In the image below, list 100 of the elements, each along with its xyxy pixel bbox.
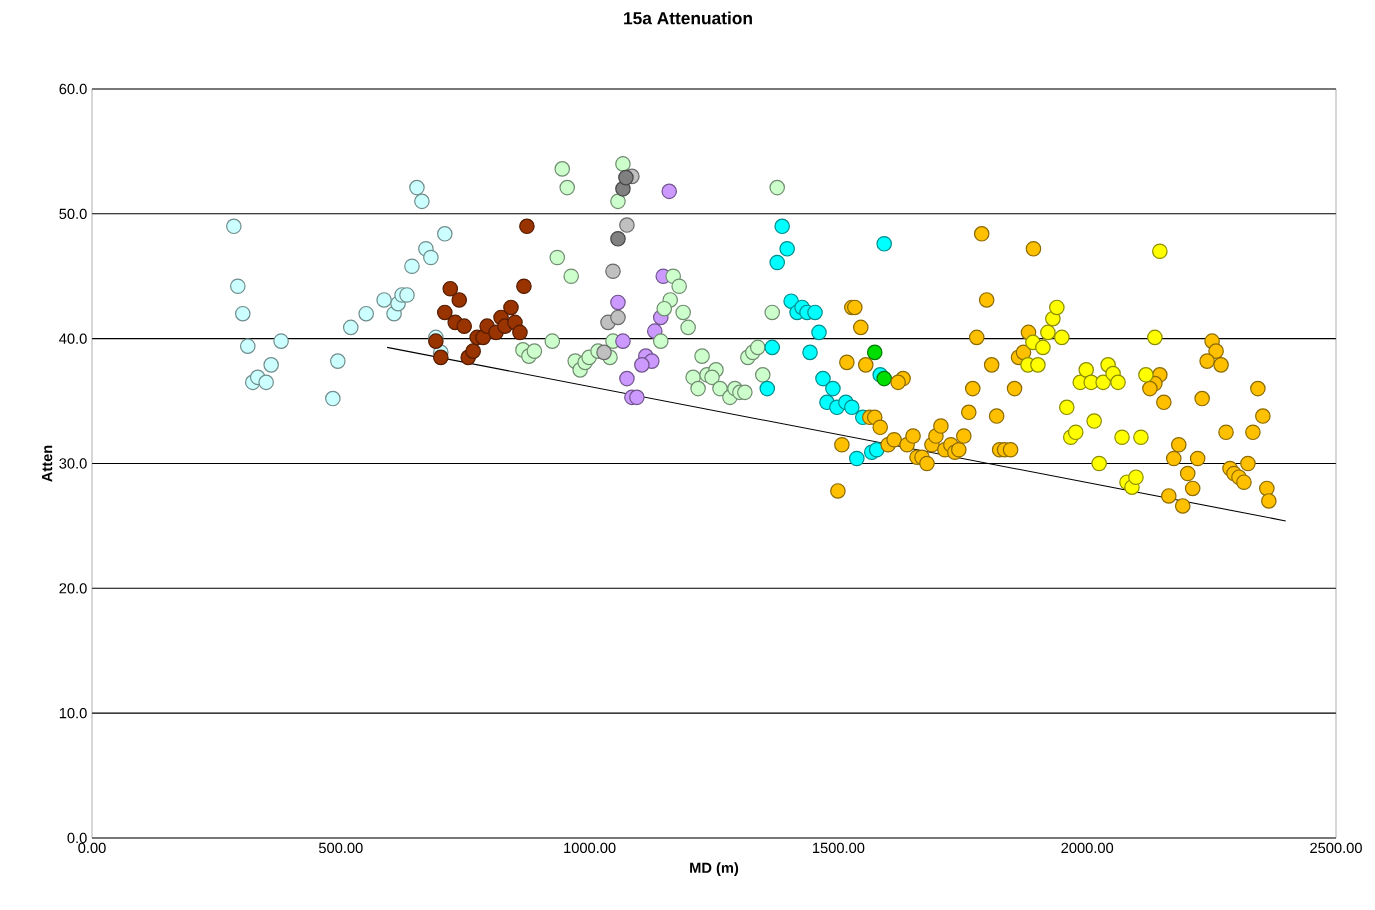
point (330, 353, 346, 369)
point (358, 305, 374, 322)
point (404, 258, 420, 275)
point (437, 304, 453, 321)
y-tick-label: 40.0 (59, 333, 87, 344)
point (1040, 324, 1056, 341)
y-tick-label: 20.0 (59, 583, 87, 594)
point (519, 218, 535, 235)
point (399, 287, 415, 303)
point (1147, 329, 1163, 346)
point (512, 324, 528, 341)
point (811, 324, 827, 341)
point (605, 263, 621, 280)
point (764, 339, 781, 356)
point (759, 380, 776, 397)
point (610, 294, 626, 311)
point (754, 367, 771, 383)
point (675, 304, 691, 321)
point (866, 344, 883, 361)
point (656, 300, 673, 317)
x-tick-label: 0.00 (78, 842, 106, 854)
point (226, 218, 242, 235)
point (618, 169, 634, 186)
point (634, 357, 650, 373)
point (661, 183, 678, 200)
point (559, 179, 576, 196)
point (1054, 329, 1070, 346)
point (437, 226, 453, 242)
chart-title: 15a Attenuation (624, 11, 752, 25)
point (652, 333, 669, 349)
point (807, 304, 823, 321)
point (376, 292, 392, 308)
point (456, 318, 473, 334)
point (671, 278, 687, 295)
y-tick-label: 0.0 (67, 832, 87, 844)
point (1110, 374, 1126, 391)
point (230, 278, 246, 295)
point (844, 399, 860, 416)
point (680, 319, 696, 336)
point (769, 254, 785, 271)
x-tick-label: 1500.00 (813, 842, 865, 854)
point (712, 380, 728, 397)
point (1133, 429, 1149, 446)
point (503, 299, 519, 316)
point (774, 218, 790, 235)
point (516, 278, 532, 295)
point (610, 230, 626, 247)
x-tick-label: 2500.00 (1310, 842, 1362, 854)
point (423, 249, 439, 266)
point (1049, 299, 1065, 316)
point (325, 390, 341, 407)
y-tick-label: 50.0 (59, 208, 87, 220)
point (596, 344, 612, 361)
point (1030, 357, 1046, 373)
point (619, 217, 635, 233)
point (1091, 455, 1107, 472)
point (342, 319, 359, 336)
point (526, 343, 543, 359)
point (690, 380, 706, 397)
y-tick-label: 60.0 (59, 83, 87, 95)
point (849, 450, 865, 467)
point (704, 369, 720, 386)
point (749, 339, 766, 356)
point (825, 380, 841, 397)
point (263, 357, 279, 373)
point (1059, 399, 1075, 416)
point (1152, 243, 1168, 260)
point (1128, 469, 1144, 486)
point (1067, 424, 1084, 441)
x-tick-label: 1000.00 (564, 842, 616, 854)
point (764, 304, 781, 321)
point (273, 333, 289, 349)
point (615, 156, 631, 172)
point (1095, 374, 1111, 391)
point (815, 370, 831, 387)
point (414, 193, 430, 210)
point (451, 292, 468, 308)
point (428, 333, 444, 349)
point (629, 389, 645, 406)
point (239, 338, 256, 354)
point (610, 309, 626, 326)
point (1114, 429, 1130, 446)
point (544, 333, 561, 349)
point (802, 344, 818, 361)
point (234, 305, 251, 322)
point (769, 179, 785, 196)
y-tick-label: 10.0 (59, 707, 87, 719)
point (876, 235, 892, 252)
point (1138, 367, 1154, 383)
point (549, 249, 566, 266)
point (615, 333, 631, 349)
point (610, 193, 626, 210)
point (694, 348, 710, 364)
point (1086, 413, 1102, 429)
point (737, 384, 753, 401)
point (563, 268, 579, 285)
point (554, 161, 571, 177)
point (876, 370, 892, 387)
point (442, 280, 459, 297)
point (409, 179, 425, 196)
